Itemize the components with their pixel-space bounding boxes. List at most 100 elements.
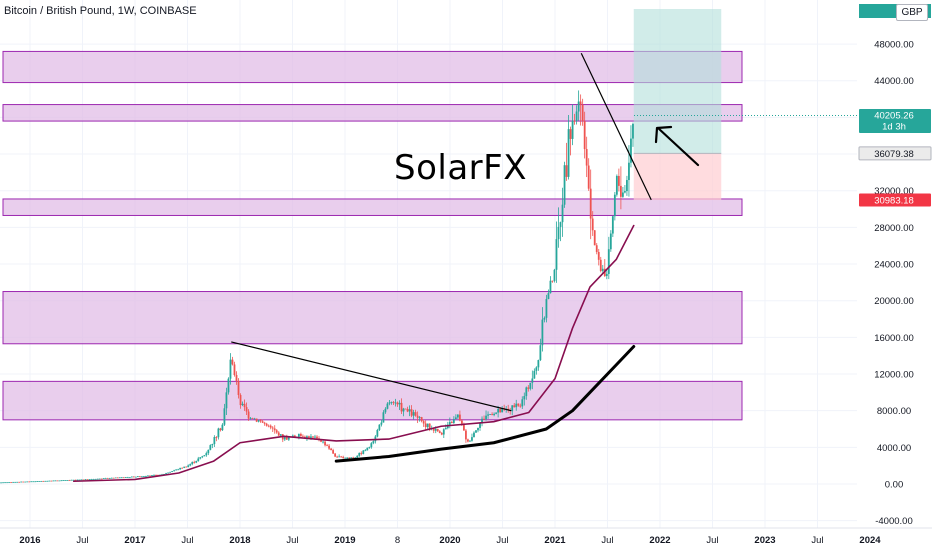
candle — [153, 474, 155, 476]
candle — [245, 402, 248, 415]
candle — [342, 455, 345, 459]
candle — [171, 471, 173, 473]
candle — [348, 457, 351, 459]
candle — [416, 411, 419, 424]
candle — [78, 479, 81, 481]
candle — [535, 366, 538, 375]
candle — [6, 482, 8, 484]
candle — [481, 416, 483, 427]
candle — [267, 424, 270, 428]
candle — [139, 476, 141, 478]
supply-demand-zone[interactable] — [2, 104, 743, 122]
candle — [332, 448, 334, 455]
candle — [587, 158, 590, 191]
y-tick-label: -4000.00 — [875, 516, 913, 527]
candle — [501, 406, 504, 413]
candle — [398, 400, 401, 410]
candle — [591, 211, 594, 236]
candle — [108, 477, 111, 479]
profit-target-box[interactable] — [633, 9, 722, 154]
candle — [255, 418, 258, 423]
candle — [529, 382, 532, 391]
candle — [626, 175, 628, 196]
candle — [269, 424, 272, 430]
candle — [475, 430, 477, 433]
supply-demand-zone[interactable] — [2, 50, 743, 84]
candle — [181, 467, 184, 469]
candle — [571, 104, 574, 146]
candle — [412, 409, 415, 420]
supply-demand-zone[interactable] — [2, 291, 743, 345]
stop-price-tag: 30983.18 — [859, 193, 931, 207]
candle — [277, 431, 280, 437]
candle — [300, 432, 302, 438]
candle — [46, 480, 49, 482]
y-tick-label: 4000.00 — [877, 443, 911, 454]
candle — [521, 396, 524, 410]
candle — [334, 452, 337, 458]
candle — [8, 482, 10, 483]
candle — [235, 371, 238, 385]
stop-loss-box[interactable] — [633, 153, 722, 201]
symbol-title: Bitcoin / British Pound, 1W, COINBASE — [4, 5, 197, 17]
candle — [10, 482, 12, 483]
time-axis-bg[interactable] — [0, 528, 932, 550]
candle — [531, 370, 534, 390]
candle — [219, 427, 222, 432]
candle — [223, 403, 226, 426]
moving-average-short-line[interactable] — [72, 224, 635, 483]
candle — [400, 398, 403, 414]
candle — [599, 256, 602, 273]
moving-average-long-line[interactable] — [334, 345, 636, 463]
candle — [207, 449, 210, 456]
candle — [145, 475, 147, 477]
candle — [281, 434, 284, 443]
candle — [30, 481, 33, 483]
candle — [26, 481, 29, 483]
candle — [28, 481, 31, 483]
candle — [452, 416, 455, 424]
candle — [58, 480, 61, 482]
x-tick-label: 2020 — [439, 535, 460, 546]
candle — [122, 477, 125, 479]
candle — [261, 419, 264, 424]
candle — [424, 420, 427, 430]
candle — [82, 479, 85, 481]
candle — [386, 402, 389, 410]
price-axis-bg[interactable] — [858, 0, 932, 550]
annotation-arrow-shaft — [656, 126, 700, 167]
candle — [414, 409, 417, 417]
candle — [487, 411, 489, 419]
candle — [110, 477, 113, 479]
candle — [54, 480, 57, 482]
candle — [20, 481, 23, 483]
candle — [378, 424, 381, 432]
supply-demand-zone[interactable] — [2, 380, 743, 421]
candle — [141, 476, 143, 478]
candle — [617, 168, 620, 192]
candle — [370, 442, 373, 449]
candle — [50, 480, 53, 482]
candle — [624, 185, 626, 194]
candle — [553, 268, 556, 283]
candle — [473, 431, 475, 438]
candle — [233, 361, 236, 377]
currency-badge[interactable]: GBP — [896, 4, 928, 21]
supply-demand-zone[interactable] — [2, 198, 743, 216]
candle — [68, 479, 71, 481]
candle — [589, 169, 592, 240]
candle — [195, 460, 198, 464]
candle — [177, 468, 180, 471]
target-price-tag: 36079.38 — [858, 146, 932, 161]
candle — [615, 174, 618, 197]
candle — [169, 471, 171, 473]
candle — [40, 480, 43, 482]
trendline-1[interactable] — [231, 341, 512, 412]
candle — [465, 429, 467, 443]
candle — [22, 481, 25, 483]
candle — [613, 191, 616, 221]
trendline-2[interactable] — [580, 52, 652, 201]
candle — [549, 276, 552, 294]
candle — [247, 409, 250, 421]
